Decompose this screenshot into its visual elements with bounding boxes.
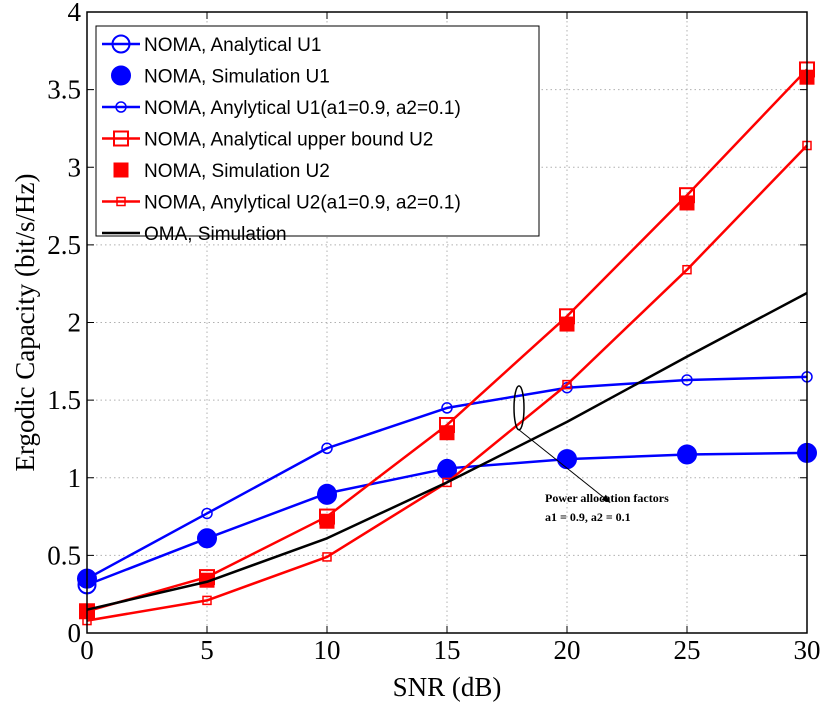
y-axis-label: Ergodic Capacity (bit/s/Hz): [10, 174, 40, 472]
legend-entry-2: NOMA, Anylytical U1(a1=0.9, a2=0.1): [102, 98, 461, 119]
y-tick-label: 1.5: [47, 385, 81, 415]
legend-entry-6: OMA, Simulation: [102, 224, 287, 245]
x-tick-label: 15: [434, 635, 461, 665]
data-point: [682, 264, 692, 275]
legend-label: OMA, Simulation: [144, 224, 287, 245]
legend-entry-4: NOMA, Simulation U2: [113, 161, 330, 182]
x-tick-label: 20: [554, 635, 581, 665]
y-tick-label: 3.5: [47, 75, 81, 105]
legend: NOMA, Analytical U1 NOMA, Simulation U1 NO…: [95, 25, 540, 245]
data-point: [319, 513, 335, 529]
data-point: [437, 459, 457, 480]
data-point: [439, 425, 455, 441]
legend-entry-3: NOMA, Analytical upper bound U2: [102, 130, 433, 151]
legend-label: NOMA, Anylytical U1(a1=0.9, a2=0.1): [144, 98, 461, 119]
legend-label: NOMA, Simulation U2: [144, 161, 330, 182]
legend-box: [95, 25, 540, 237]
data-point: [197, 528, 217, 549]
y-tick-label: 2.5: [47, 230, 81, 260]
series-6: [86, 291, 808, 611]
data-point: [441, 402, 453, 414]
series-4: [79, 69, 815, 619]
legend-label: NOMA, Analytical upper bound U2: [144, 130, 433, 151]
series-line: [86, 375, 808, 580]
data-point: [442, 477, 452, 488]
y-tick-label: 0: [68, 618, 82, 648]
data-point: [322, 552, 332, 562]
data-point: [116, 196, 126, 207]
x-tick-label: 5: [200, 635, 214, 665]
legend-entry-0: NOMA, Analytical U1: [102, 34, 321, 56]
annotation: Power allocation factors a1 = 0.9, a2 = …: [513, 385, 669, 524]
data-point: [115, 101, 127, 113]
annotation-line-2: a1 = 0.9, a2 = 0.1: [545, 510, 631, 524]
data-point: [679, 195, 695, 211]
y-tick-label: 0.5: [47, 540, 81, 570]
annotation-arrow-line: [518, 429, 611, 503]
x-tick-label: 30: [794, 635, 821, 665]
y-tick-label: 3: [68, 152, 82, 182]
data-point: [677, 444, 697, 465]
y-tick-label: 4: [68, 0, 82, 27]
data-point: [111, 34, 131, 54]
annotation-arrow-head: [601, 494, 611, 503]
data-point: [317, 484, 337, 505]
data-point: [113, 130, 129, 147]
x-tick-label: 25: [674, 635, 701, 665]
legend-label: NOMA, Anylytical U2(a1=0.9, a2=0.1): [144, 193, 461, 214]
legend-label: NOMA, Analytical U1: [144, 35, 321, 56]
legend-label: NOMA, Simulation U1: [144, 67, 330, 88]
axis-ticks: 0 5 10 15 20 25 30 0 0.5 1 1.5 2 2.5 3 3.5 4: [47, 0, 820, 665]
x-tick-label: 0: [80, 635, 94, 665]
data-point: [201, 507, 213, 520]
data-point: [111, 65, 131, 86]
x-tick-label: 10: [314, 635, 341, 665]
data-point: [681, 374, 693, 386]
data-point: [321, 442, 333, 455]
legend-entry-5: NOMA, Anylytical U2(a1=0.9, a2=0.1): [102, 193, 461, 214]
data-point: [199, 572, 215, 588]
y-tick-label: 1: [68, 463, 82, 493]
x-axis-label: SNR (dB): [393, 672, 502, 702]
legend-entry-1: NOMA, Simulation U1: [111, 65, 330, 88]
series-line: [86, 291, 808, 611]
data-point: [557, 449, 577, 470]
data-point: [202, 595, 212, 606]
y-tick-label: 2: [68, 308, 82, 338]
data-point: [113, 162, 129, 178]
data-point: [559, 316, 575, 332]
data-point: [562, 379, 572, 390]
